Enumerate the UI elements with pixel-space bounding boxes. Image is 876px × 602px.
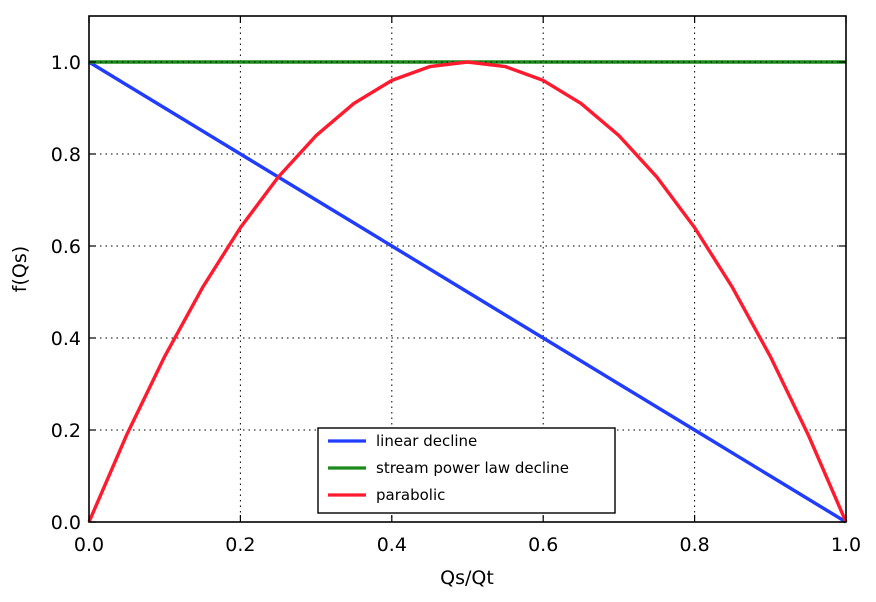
y-axis-label: f(Qs) bbox=[9, 246, 31, 292]
axis-ticks: 0.0 0.2 0.4 0.6 0.8 1.0 0.0 0.2 0.4 0.6 0.8 1.0 bbox=[51, 16, 861, 556]
series-line-parabolic bbox=[87, 60, 848, 523]
grid bbox=[89, 16, 846, 522]
x-tick-label: 0.8 bbox=[679, 534, 709, 556]
series-lines bbox=[87, 60, 848, 524]
legend: linear decline stream power law decline … bbox=[317, 427, 616, 514]
y-tick-label: 0.8 bbox=[51, 144, 81, 166]
legend-label-linear-decline: linear decline bbox=[376, 432, 477, 450]
plot-frame bbox=[88, 15, 847, 523]
x-tick-label: 0.6 bbox=[528, 534, 558, 556]
y-tick-label: 1.0 bbox=[51, 52, 81, 74]
series-line-linear-decline bbox=[88, 60, 847, 524]
legend-label-stream-power-law-decline: stream power law decline bbox=[376, 459, 569, 477]
x-tick-label: 1.0 bbox=[831, 534, 861, 556]
y-tick-label: 0.6 bbox=[51, 236, 81, 258]
y-tick-label: 0.2 bbox=[51, 420, 81, 442]
legend-box bbox=[317, 427, 616, 514]
y-tick-label: 0.4 bbox=[51, 328, 81, 350]
y-tick-label: 0.0 bbox=[51, 512, 81, 534]
legend-label-parabolic: parabolic bbox=[376, 486, 445, 504]
x-tick-label: 0.2 bbox=[225, 534, 255, 556]
x-axis-label: Qs/Qt bbox=[440, 567, 494, 589]
x-tick-label: 0.0 bbox=[74, 534, 104, 556]
x-tick-label: 0.4 bbox=[377, 534, 407, 556]
